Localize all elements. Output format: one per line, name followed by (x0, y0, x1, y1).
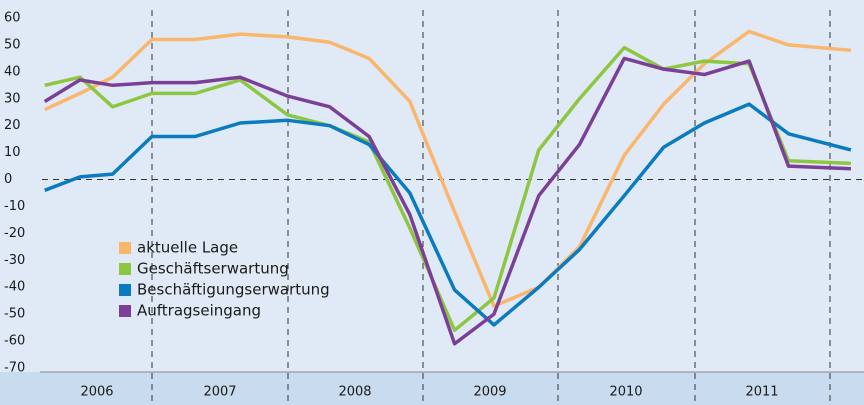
y-tick-label: 30 (4, 91, 21, 106)
y-tick-label: -40 (4, 280, 25, 295)
y-tick-label: -70 (4, 361, 25, 376)
y-tick-label: -30 (4, 253, 25, 268)
y-tick-label: 60 (4, 11, 21, 26)
y-tick-label: 10 (4, 145, 21, 160)
year-dividers (151, 10, 831, 405)
y-tick-label: 40 (4, 64, 21, 79)
year-band (0, 372, 864, 405)
y-tick-label: -10 (4, 199, 25, 214)
legend-label: Beschäftigungserwartung (137, 281, 330, 299)
legend-swatch (119, 305, 131, 317)
year-label: 2007 (203, 385, 236, 400)
legend-label: aktuelle Lage (137, 239, 238, 257)
legend-label: Auftragseingang (137, 302, 261, 320)
legend-swatch (119, 242, 131, 254)
series-line (43, 29, 852, 308)
y-tick-label: -60 (4, 334, 25, 349)
year-label: 2006 (80, 385, 113, 400)
legend-label: Geschäftserwartung (137, 260, 289, 278)
y-tick-label: -50 (4, 307, 25, 322)
series-line (43, 56, 852, 346)
y-tick-label: 20 (4, 118, 21, 133)
y-tick-label: 50 (4, 37, 21, 52)
y-tick-label: 0 (4, 172, 12, 187)
legend-swatch (119, 263, 131, 275)
year-label: 2009 (473, 385, 506, 400)
year-label: 2011 (745, 385, 778, 400)
series-line (44, 102, 852, 327)
legend-swatch (119, 284, 131, 296)
year-label: 2010 (609, 385, 642, 400)
year-label: 2008 (338, 385, 371, 400)
y-tick-label: -20 (4, 226, 25, 241)
